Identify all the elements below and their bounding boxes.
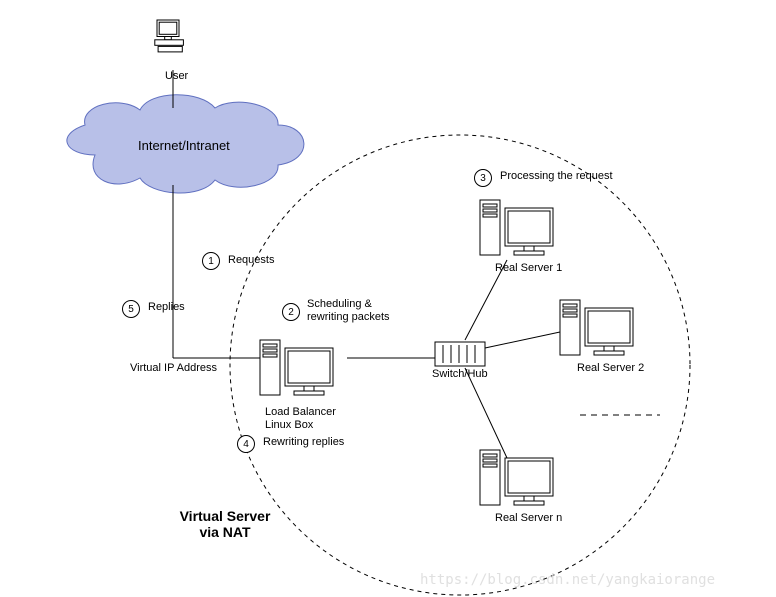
load-balancer-label-1: Load Balancer — [265, 406, 336, 418]
diagram-svg — [0, 0, 776, 597]
step-4-label: Rewriting replies — [263, 436, 344, 448]
step-2-circle: 2 — [282, 303, 300, 321]
step-5-label: Replies — [148, 301, 185, 313]
step-2-num: 2 — [288, 307, 294, 318]
diagram-canvas: Internet/Intranet User Virtual IP Addres… — [0, 0, 776, 597]
step-3-num: 3 — [480, 173, 486, 184]
title-line-2: via NAT — [199, 524, 250, 540]
step-2-label-2: rewriting packets — [307, 311, 390, 323]
step-4-circle: 4 — [237, 435, 255, 453]
server-2-label: Real Server 2 — [577, 362, 644, 374]
virtual-ip-label: Virtual IP Address — [130, 362, 217, 374]
step-3-circle: 3 — [474, 169, 492, 187]
load-balancer-label-2: Linux Box — [265, 419, 313, 431]
diagram-title: Virtual Server via NAT — [165, 508, 285, 540]
cloud-label: Internet/Intranet — [138, 138, 230, 153]
server-1-label: Real Server 1 — [495, 262, 562, 274]
step-1-label: Requests — [228, 254, 274, 266]
step-3-label: Processing the request — [500, 170, 613, 182]
step-2-label-1: Scheduling & — [307, 298, 372, 310]
step-5-num: 5 — [128, 304, 134, 315]
switch-label: Switch/Hub — [432, 368, 488, 380]
step-1-num: 1 — [208, 256, 214, 267]
step-4-num: 4 — [243, 439, 249, 450]
step-5-circle: 5 — [122, 300, 140, 318]
title-line-1: Virtual Server — [180, 508, 271, 524]
server-n-label: Real Server n — [495, 512, 562, 524]
step-1-circle: 1 — [202, 252, 220, 270]
user-label: User — [165, 70, 188, 82]
watermark-text: https://blog.csdn.net/yangkaiorange — [420, 572, 715, 588]
